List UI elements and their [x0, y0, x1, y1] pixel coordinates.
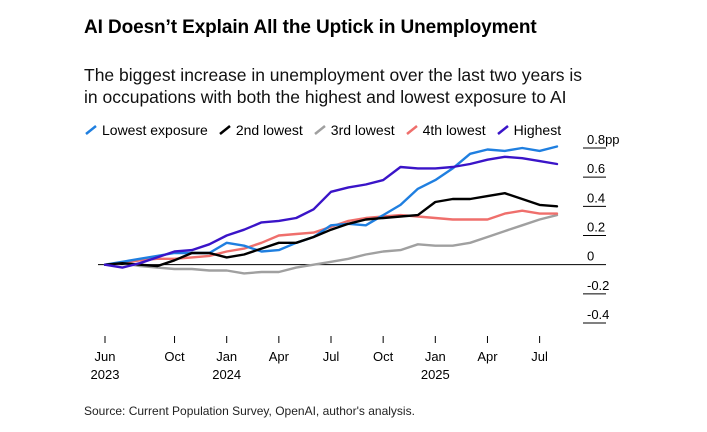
legend-item-lowest: Lowest exposure: [84, 122, 208, 138]
x-tick-label-8: Jul: [531, 349, 548, 364]
x-tick-year-0: 2023: [91, 367, 120, 382]
chart-title: AI Doesn’t Explain All the Uptick in Une…: [84, 17, 537, 38]
y-tick-label-1: 0.6: [587, 161, 605, 176]
y-tick-label-0: 0.8pp: [587, 132, 620, 147]
series-line-4th-lowest: [103, 209, 559, 266]
legend-swatch-lowest: [85, 125, 97, 135]
chart-legend: Lowest exposure 2nd lowest 3rd lowest 4t…: [84, 122, 571, 138]
series-line-lowest-exposure: [103, 145, 559, 266]
legend-swatch-2nd-lowest: [219, 125, 231, 135]
legend-item-4th-lowest: 4th lowest: [405, 122, 486, 138]
x-tick-label-5: Oct: [373, 349, 394, 364]
x-tick-label-3: Apr: [269, 349, 290, 364]
x-tick-label-1: Oct: [164, 349, 185, 364]
legend-item-highest: Highest: [496, 122, 561, 138]
series-line-2nd-lowest: [103, 191, 559, 268]
series-line-highest: [103, 155, 559, 269]
x-tick-label-6: Jan: [425, 349, 446, 364]
y-tick-label-4: 0: [587, 249, 594, 264]
legend-item-3rd-lowest: 3rd lowest: [313, 122, 395, 138]
legend-swatch-highest: [496, 125, 509, 135]
legend-label-2nd-lowest: 2nd lowest: [235, 122, 303, 138]
legend-label-4th-lowest: 4th lowest: [422, 122, 486, 138]
x-tick-label-4: Jul: [323, 349, 340, 364]
legend-label-lowest: Lowest exposure: [102, 122, 208, 138]
y-tick-label-6: -0.4: [587, 307, 609, 322]
y-tick-label-2: 0.4: [587, 190, 605, 205]
legend-item-2nd-lowest: 2nd lowest: [218, 122, 303, 138]
legend-label-3rd-lowest: 3rd lowest: [330, 122, 395, 138]
y-tick-label-3: 0.2: [587, 220, 605, 235]
source-note: Source: Current Population Survey, OpenA…: [84, 404, 415, 418]
legend-swatch-3rd-lowest: [314, 125, 326, 135]
legend-label-highest: Highest: [513, 122, 562, 138]
x-tick-label-0: Jun: [95, 349, 116, 364]
subtitle-line-2: in occupations with both the highest and…: [84, 87, 567, 107]
x-tick-label-2: Jan: [216, 349, 237, 364]
y-tick-label-5: -0.2: [587, 278, 609, 293]
x-tick-label-7: Apr: [477, 349, 498, 364]
subtitle-line-1: The biggest increase in unemployment ove…: [84, 65, 583, 85]
chart-subtitle: The biggest increase in unemployment ove…: [84, 64, 644, 108]
series-line-3rd-lowest: [103, 213, 559, 275]
legend-swatch-4th-lowest: [405, 125, 418, 135]
x-tick-year-2: 2024: [212, 367, 241, 382]
x-tick-year-6: 2025: [421, 367, 450, 382]
